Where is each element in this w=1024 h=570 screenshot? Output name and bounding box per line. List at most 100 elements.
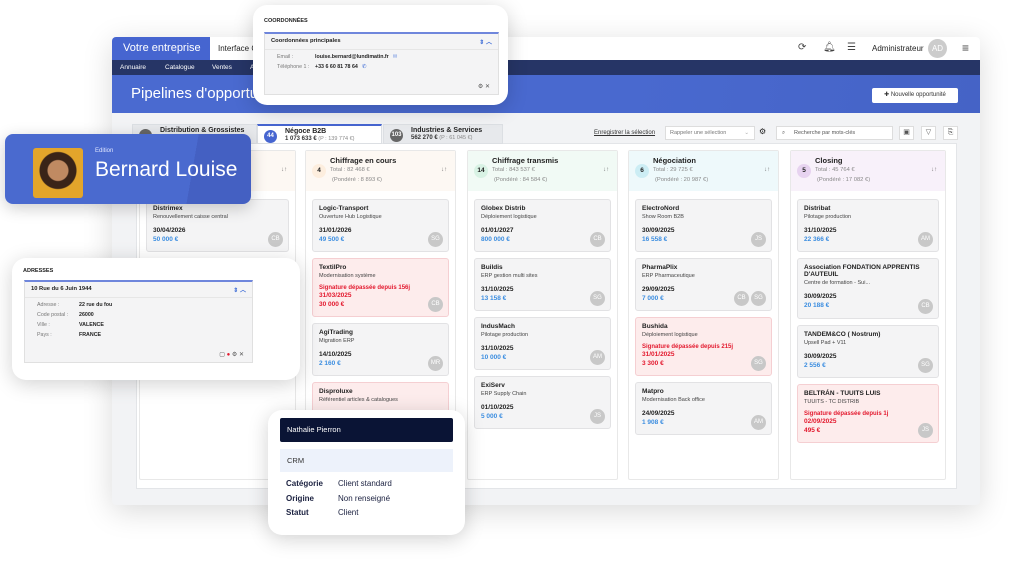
- tab-pipeline[interactable]: 44 Négoce B2B 1 073 633 € (P : 139 774 €): [257, 124, 382, 144]
- email-value[interactable]: louise.bernard@lundimatin.fr: [315, 54, 389, 60]
- gear-icon[interactable]: ⚙: [231, 352, 238, 358]
- card-company: Matpro: [642, 388, 664, 395]
- owner-avatar[interactable]: SG: [590, 291, 605, 306]
- addresses-popup: ADRESSES 10 Rue du 6 Juin 1944 ⇕ ︿ Adress…: [12, 258, 300, 380]
- bell-icon[interactable]: 🔔︎: [823, 42, 836, 53]
- export-icon[interactable]: ⎘: [943, 126, 958, 140]
- owner-avatar[interactable]: JS: [751, 232, 766, 247]
- owner-avatar[interactable]: CB: [918, 299, 933, 314]
- nav-annuaire[interactable]: Annuaire: [120, 64, 147, 71]
- edit-label: Edition: [95, 148, 114, 154]
- card-date: 01/10/2025: [481, 404, 514, 411]
- card-date: 02/09/2025: [804, 418, 837, 425]
- owner-avatar[interactable]: JS: [918, 423, 933, 438]
- owner-avatar[interactable]: JS: [590, 409, 605, 424]
- opportunity-card[interactable]: TANDEM&CO ( Nostrum) Upsell Pad + V11 30/0…: [797, 325, 939, 378]
- opportunity-card[interactable]: Globex Distrib Déploiement logistique 01/0…: [474, 199, 611, 252]
- mail-icon[interactable]: ✉: [392, 54, 398, 60]
- sort-icon[interactable]: ↓↑: [281, 167, 287, 173]
- plus-icon: ✚: [884, 92, 891, 98]
- tab-pipeline[interactable]: 103 Industries & Services 562 270 € (P : 6…: [383, 124, 503, 144]
- owner-avatar[interactable]: SG: [751, 356, 766, 371]
- card-date: 31/03/2025: [319, 292, 352, 299]
- avatar[interactable]: AD: [928, 39, 947, 58]
- interface-tab[interactable]: Interface C: [218, 44, 258, 53]
- phone-value[interactable]: +33 6 60 81 78 64: [315, 64, 358, 70]
- card-company: TANDEM&CO ( Nostrum): [804, 331, 881, 338]
- opportunity-card[interactable]: Buildis ERP gestion multi sites 31/10/2025…: [474, 258, 611, 311]
- filter-icon[interactable]: ▽: [921, 126, 936, 140]
- recall-selection-select[interactable]: Rappeler une sélection ⌄: [665, 126, 755, 140]
- opportunity-card[interactable]: AgiTrading Migration ERP 14/10/2025 2 160 €…: [312, 323, 449, 376]
- opportunity-card[interactable]: IndusMach Pilotage production 31/10/2025 10…: [474, 317, 611, 370]
- gear-icon[interactable]: ⚙: [759, 127, 767, 136]
- opportunity-card[interactable]: ElectroNord Show Room B2B 30/09/2025 16 558…: [635, 199, 772, 252]
- owner-avatar[interactable]: SG: [751, 291, 766, 306]
- owner-avatar[interactable]: AM: [918, 232, 933, 247]
- late-warning: Signature dépassée depuis 1j: [804, 411, 889, 417]
- new-opportunity-button[interactable]: ✚ Nouvelle opportunité: [872, 88, 958, 103]
- task-icon[interactable]: ☰: [847, 42, 856, 53]
- opportunity-card[interactable]: Matpro Modernisation Back office 24/09/202…: [635, 382, 772, 435]
- owner-avatar[interactable]: AM: [590, 350, 605, 365]
- nav-ventes[interactable]: Ventes: [212, 64, 232, 71]
- brand-tab[interactable]: Votre entreprise: [112, 37, 210, 60]
- sort-icon[interactable]: ↓↑: [441, 167, 447, 173]
- crm-section: CRM: [280, 449, 453, 472]
- address-row: Pays : FRANCE: [37, 332, 252, 338]
- contact-field-row: Statut Client: [286, 508, 358, 517]
- collapse-icon[interactable]: ︿: [485, 40, 492, 46]
- recall-selection-value: Rappeler une sélection: [670, 130, 727, 136]
- opportunity-card[interactable]: Distrimex Renouvellement caisse central 30…: [146, 199, 289, 252]
- opportunity-card[interactable]: Bushida Déploiement logistique Signature d…: [635, 317, 772, 376]
- pin-icon[interactable]: ●: [226, 352, 231, 358]
- gear-icon[interactable]: ⚙: [477, 84, 484, 90]
- opportunity-card[interactable]: Logic-Transport Ouverture Hub Logistique 3…: [312, 199, 449, 252]
- address-label: Code postal :: [37, 312, 69, 318]
- opportunity-card[interactable]: BELTRÁN - TUUITS LUIS TUUITS - TC DISTRIB…: [797, 384, 939, 443]
- owner-avatar[interactable]: SG: [918, 358, 933, 373]
- card-date: 30/04/2026: [153, 227, 186, 234]
- owner-avatar[interactable]: CB: [428, 297, 443, 312]
- opportunity-card[interactable]: Distribat Pilotage production 31/10/2025 22…: [797, 199, 939, 252]
- close-icon[interactable]: ✕: [238, 352, 244, 358]
- card-company: Association FONDATION APPRENTIS D'AUTEUI…: [804, 264, 920, 278]
- user-name[interactable]: Administrateur: [872, 44, 924, 53]
- close-icon[interactable]: ✕: [484, 84, 490, 90]
- menu-icon[interactable]: ≡: [962, 41, 970, 55]
- save-selection-link[interactable]: Enregistrer la sélection: [594, 130, 656, 136]
- calendar-icon[interactable]: ▣: [899, 126, 914, 140]
- column-weighted: (Pondéré : 84 584 €): [494, 177, 548, 183]
- phone-icon[interactable]: ✆: [361, 64, 367, 70]
- card-company: Bushida: [642, 323, 668, 330]
- owner-avatar[interactable]: CB: [734, 291, 749, 306]
- sort-icon[interactable]: ↓↑: [764, 167, 770, 173]
- owner-avatar[interactable]: CB: [590, 232, 605, 247]
- section-heading: COORDONNÉES: [264, 18, 308, 24]
- sort-icon[interactable]: ↓↑: [931, 167, 937, 173]
- card-amount: 30 000 €: [319, 301, 345, 308]
- card-description: Renouvellement caisse central: [153, 214, 228, 220]
- sort-icon[interactable]: ↓↑: [603, 167, 609, 173]
- contact-field-row: Catégorie Client standard: [286, 479, 392, 488]
- owner-avatar[interactable]: MR: [428, 356, 443, 371]
- owner-avatar[interactable]: SG: [428, 232, 443, 247]
- nav-catalogue[interactable]: Catalogue: [165, 64, 195, 71]
- opportunity-card[interactable]: Association FONDATION APPRENTIS D'AUTEUI…: [797, 258, 939, 319]
- opportunity-card[interactable]: TextilPro Modernisation système Signature …: [312, 258, 449, 317]
- map-icon[interactable]: ▢: [219, 352, 225, 358]
- sync-icon[interactable]: ⟳: [798, 42, 807, 53]
- opportunity-card[interactable]: PharmaPlix ERP Pharmaceutique 29/09/2025 7 …: [635, 258, 772, 311]
- owner-avatar[interactable]: CB: [268, 232, 283, 247]
- collapse-icon[interactable]: ︿: [239, 288, 246, 294]
- field-value: Client: [338, 508, 359, 517]
- owner-avatar[interactable]: AM: [751, 415, 766, 430]
- reorder-icon[interactable]: ⇕: [479, 40, 485, 46]
- nav-more[interactable]: A: [250, 60, 254, 75]
- top-bar: Votre entreprise Interface C ⟳ 🔔︎ ☰ Admi…: [112, 37, 980, 60]
- opportunity-card[interactable]: ExiServ ERP Supply Chain 01/10/2025 5 000 €…: [474, 376, 611, 429]
- search-input[interactable]: ⌕ Recherche par mots-clés: [776, 126, 893, 140]
- card-description: Migration ERP: [319, 338, 355, 344]
- reorder-icon[interactable]: ⇕: [233, 288, 239, 294]
- card-description: TUUITS - TC DISTRIB: [804, 399, 860, 405]
